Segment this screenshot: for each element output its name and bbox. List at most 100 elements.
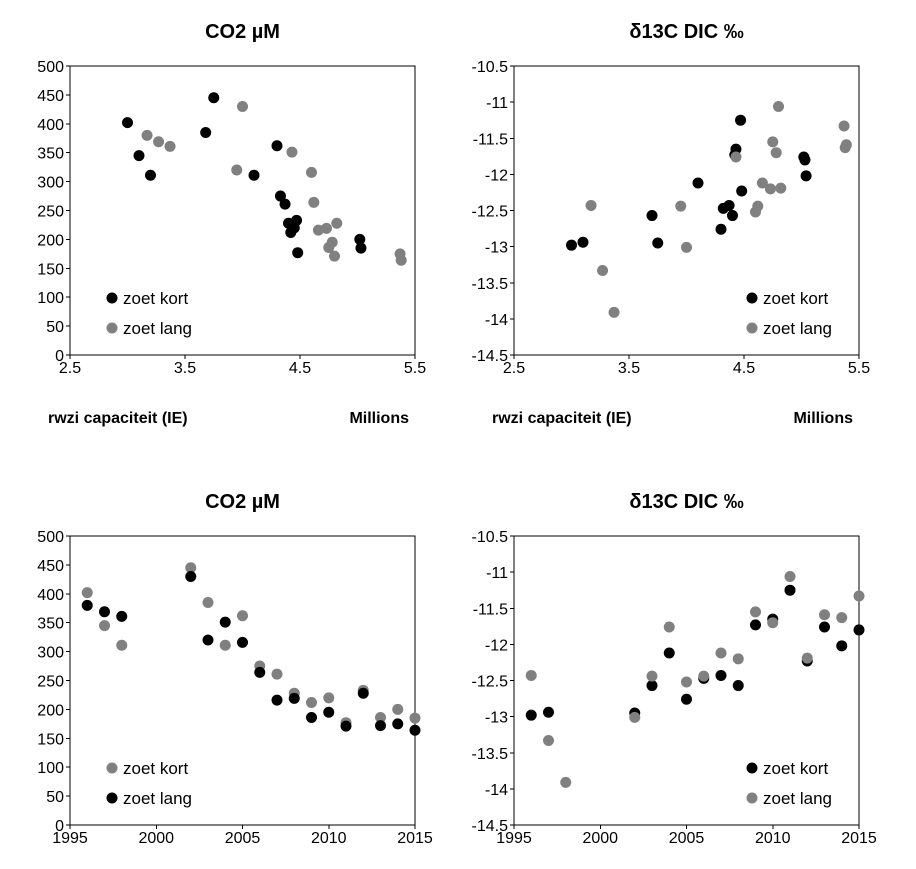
data-point	[237, 610, 248, 622]
data-point	[357, 687, 369, 699]
series-zoet-kort	[525, 584, 865, 721]
legend: zoet kort zoet lang	[746, 759, 832, 808]
data-point	[274, 190, 286, 202]
data-point	[853, 590, 865, 602]
data-point	[629, 711, 641, 723]
chart-title: δ13C DIC ‰	[629, 21, 743, 43]
data-point	[836, 612, 848, 624]
y-tick-label: -11	[486, 565, 508, 582]
chart-panel-2: δ13C DIC ‰ -14.5 -14 -13.5 -13 -12.5 -12 -11.5 -…	[472, 21, 871, 427]
series-zoet-lang	[525, 570, 865, 788]
data-point	[735, 114, 747, 126]
data-point	[577, 236, 589, 248]
data-point	[715, 647, 727, 659]
series-zoet-kort	[81, 562, 421, 729]
data-point	[292, 247, 304, 259]
y-tick-label: 0	[55, 818, 64, 835]
x-tick-label: 1995	[52, 830, 88, 847]
y-tick-label: 350	[37, 146, 64, 163]
data-point	[323, 706, 335, 718]
series-zoet-kort	[122, 92, 367, 259]
x-tick-label: 3.5	[618, 360, 640, 377]
data-point	[375, 711, 386, 723]
data-point	[271, 668, 283, 680]
data-point	[715, 223, 727, 235]
legend-marker	[106, 292, 118, 304]
data-point	[646, 680, 658, 692]
data-point	[141, 129, 153, 141]
data-point	[652, 237, 664, 249]
data-point	[675, 200, 687, 212]
data-point	[208, 92, 220, 104]
data-point	[231, 164, 243, 176]
legend: zoet kort zoet lang	[746, 289, 832, 338]
data-point	[145, 169, 156, 181]
data-point	[663, 621, 675, 633]
y-tick-label: 500	[37, 529, 64, 546]
legend-marker	[746, 292, 758, 304]
data-point	[730, 151, 742, 163]
chart-title: δ13C DIC ‰	[629, 491, 743, 513]
data-point	[122, 117, 133, 129]
x-axis-label: rwzi capaciteit (IE)	[48, 410, 188, 427]
data-point	[752, 200, 764, 212]
data-point	[271, 694, 283, 706]
y-tick-label: -12.5	[472, 674, 509, 691]
data-point	[525, 709, 537, 721]
data-point	[730, 143, 742, 155]
plot-area	[69, 535, 416, 826]
data-point	[784, 584, 796, 596]
data-point	[185, 562, 197, 574]
data-point	[306, 696, 317, 708]
data-point	[306, 711, 317, 723]
data-point	[608, 306, 620, 318]
data-point	[286, 146, 298, 158]
y-tick-label: -14.5	[472, 818, 509, 835]
data-point	[819, 609, 830, 621]
data-point	[291, 214, 303, 226]
data-point	[271, 140, 283, 152]
legend-label: zoet kort	[123, 759, 188, 778]
y-tick-label: 200	[37, 232, 64, 249]
legend-marker	[746, 762, 758, 774]
data-point	[732, 653, 744, 665]
x-tick-label: 2.5	[503, 360, 525, 377]
legend-marker	[106, 762, 118, 774]
data-point	[799, 154, 811, 166]
data-point	[81, 599, 93, 611]
y-tick-label: -13	[485, 240, 508, 257]
series-zoet-lang	[141, 100, 407, 266]
data-point	[727, 210, 738, 222]
y-tick-label: 400	[37, 587, 64, 604]
data-point	[409, 712, 421, 724]
data-point	[838, 120, 850, 132]
data-point	[736, 185, 748, 197]
legend: zoet kort zoet lang	[106, 759, 192, 808]
data-point	[756, 177, 768, 189]
data-point	[354, 233, 366, 245]
y-tick-label: -12	[485, 637, 508, 654]
x-tick-label: 2015	[397, 830, 433, 847]
data-point	[164, 140, 176, 152]
y-tick-label: 50	[46, 789, 64, 806]
data-point	[750, 619, 761, 631]
data-point	[775, 182, 787, 194]
legend-label: zoet lang	[763, 319, 832, 338]
legend-marker	[106, 792, 118, 804]
data-point	[543, 734, 554, 746]
chart-panel-3: CO2 µM 0 50 100 150 200 250 300 350 400 450 500 1995…	[37, 491, 433, 847]
y-tick-label: -13.5	[472, 276, 509, 293]
data-point	[375, 720, 386, 732]
x-axis-unit-label: Millions	[793, 410, 853, 427]
data-point	[698, 670, 710, 682]
x-tick-label: 2000	[582, 830, 618, 847]
y-tick-label: 200	[37, 702, 64, 719]
x-tick-label: 2010	[755, 830, 791, 847]
data-point	[219, 616, 231, 628]
y-tick-label: 100	[37, 290, 64, 307]
data-point	[646, 670, 658, 682]
data-point	[732, 680, 744, 692]
data-point	[200, 126, 212, 138]
data-point	[392, 718, 404, 730]
x-tick-label: 3.5	[174, 360, 196, 377]
